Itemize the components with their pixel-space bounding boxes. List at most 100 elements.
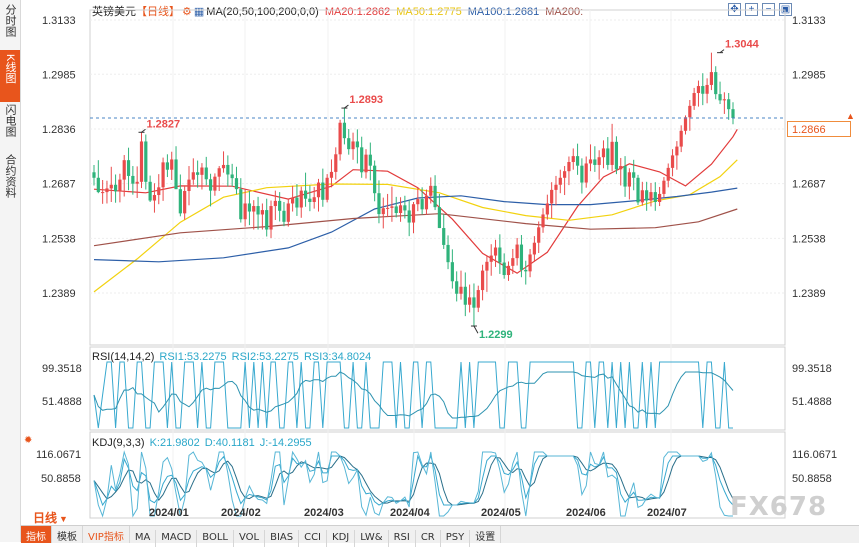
kdj-axis-right-mid: 50.8858 bbox=[792, 473, 832, 485]
candle-body bbox=[135, 181, 139, 184]
candle-body bbox=[541, 214, 545, 228]
candle-body bbox=[191, 172, 195, 180]
price-tick-left: 1.2538 bbox=[42, 233, 76, 245]
tab-kline[interactable]: K线图 bbox=[0, 50, 20, 102]
ma50-line bbox=[93, 159, 738, 293]
candle-body bbox=[234, 178, 239, 190]
date-tick: 2024/07 bbox=[647, 507, 687, 519]
candle-body bbox=[183, 190, 187, 214]
candle-body bbox=[675, 146, 679, 156]
candle-body bbox=[709, 72, 714, 85]
btn-cci[interactable]: CCI bbox=[299, 530, 328, 547]
candle-body bbox=[416, 199, 420, 205]
candle-body bbox=[433, 185, 437, 208]
btn-vip-indicators[interactable]: VIP指标 bbox=[83, 526, 130, 543]
candle-body bbox=[442, 228, 446, 245]
candle-body bbox=[632, 172, 636, 178]
tab-timeshare-label: 分时图 bbox=[4, 4, 16, 37]
candle-body bbox=[161, 162, 165, 188]
candle-body bbox=[196, 172, 200, 175]
candle-body bbox=[282, 210, 286, 222]
kdj-params: KDJ(9,3,3) bbox=[92, 437, 145, 449]
btn-settings[interactable]: 设置 bbox=[470, 526, 502, 543]
candle-body bbox=[316, 182, 321, 198]
btn-bias[interactable]: BIAS bbox=[265, 530, 300, 547]
candle-body bbox=[515, 244, 519, 259]
candle-body bbox=[252, 206, 256, 212]
date-tick: 2024/04 bbox=[390, 507, 431, 519]
candle-body bbox=[109, 184, 113, 189]
candle-body bbox=[597, 157, 601, 165]
candle-body bbox=[394, 206, 398, 214]
alert-icon[interactable]: ✹ bbox=[24, 435, 33, 446]
candle-body bbox=[493, 247, 498, 256]
btn-vol[interactable]: VOL bbox=[234, 530, 266, 547]
rsi-legend: RSI(14,14,2) RSI1:53.2275 RSI2:53.2275 RSI3… bbox=[92, 351, 371, 363]
candle-body bbox=[144, 141, 148, 182]
rsi1-value: RSI1:53.2275 bbox=[159, 351, 227, 363]
rsi-axis-right-top: 99.3518 bbox=[792, 363, 832, 375]
candle-body bbox=[260, 210, 264, 215]
extreme-leader bbox=[141, 128, 146, 133]
settings-icon[interactable]: ⚙ bbox=[182, 6, 192, 18]
candle-body bbox=[575, 156, 580, 166]
candle-body bbox=[601, 148, 606, 158]
period-badge: 【日线】 bbox=[136, 6, 180, 18]
candle-body bbox=[498, 247, 502, 263]
candle-body bbox=[666, 167, 670, 181]
price-tick-right: 1.2687 bbox=[792, 179, 826, 191]
candle-body bbox=[152, 195, 157, 201]
candle-body bbox=[385, 207, 390, 209]
btn-boll[interactable]: BOLL bbox=[197, 530, 234, 547]
btn-ma[interactable]: MA bbox=[130, 530, 157, 547]
kdj-legend: KDJ(9,3,3) K:21.9802 D:40.1181 J:-14.2955 bbox=[92, 437, 312, 449]
candle-body bbox=[550, 189, 554, 204]
tab-timeshare[interactable]: 分时图 bbox=[0, 2, 20, 48]
period-label[interactable]: 日线 ▼ bbox=[33, 509, 68, 526]
kdj-j-line bbox=[93, 450, 733, 518]
btn-lw[interactable]: LW& bbox=[355, 530, 389, 547]
candle-body bbox=[524, 269, 528, 272]
candle-body bbox=[299, 190, 303, 208]
candle-body bbox=[519, 244, 524, 270]
btn-template[interactable]: 模板 bbox=[52, 526, 83, 543]
candle-body bbox=[126, 160, 131, 176]
candle-body bbox=[511, 258, 515, 266]
candle-body bbox=[364, 154, 368, 173]
candle-body bbox=[96, 177, 100, 193]
ma-chart-icon[interactable]: ▦ bbox=[193, 6, 205, 18]
candle-body bbox=[407, 210, 411, 223]
candle-body bbox=[239, 189, 243, 220]
price-tick-right: 1.2985 bbox=[792, 69, 826, 81]
candle-body bbox=[187, 179, 191, 191]
btn-indicators[interactable]: 指标 bbox=[21, 526, 52, 543]
candle-body bbox=[325, 177, 329, 200]
kdj-k-value: K:21.9802 bbox=[149, 437, 200, 449]
btn-cr[interactable]: CR bbox=[416, 530, 441, 547]
scroll-up-icon[interactable]: ▲ bbox=[846, 111, 855, 121]
rsi-axis-left-mid: 51.4888 bbox=[42, 396, 82, 408]
tab-lightning[interactable]: 闪电图 bbox=[0, 102, 20, 148]
rsi2-value: RSI2:53.2275 bbox=[231, 351, 299, 363]
btn-rsi[interactable]: RSI bbox=[389, 530, 416, 547]
candle-body bbox=[455, 281, 459, 294]
tab-contract-info[interactable]: 合约资料 bbox=[0, 152, 20, 214]
price-tick-left: 1.2687 bbox=[42, 179, 76, 191]
candle-body bbox=[148, 181, 152, 201]
candle-body bbox=[351, 141, 355, 150]
candle-body bbox=[118, 179, 122, 192]
btn-macd[interactable]: MACD bbox=[156, 530, 198, 547]
candle-body bbox=[558, 177, 562, 185]
date-tick: 2024/02 bbox=[221, 507, 261, 519]
candle-body bbox=[645, 190, 649, 201]
candle-body bbox=[554, 184, 558, 190]
candle-body bbox=[463, 286, 467, 305]
price-tick-right: 1.2538 bbox=[792, 233, 826, 245]
candle-body bbox=[342, 122, 347, 139]
btn-kdj[interactable]: KDJ bbox=[327, 530, 356, 547]
btn-psy[interactable]: PSY bbox=[441, 530, 471, 547]
candle-body bbox=[165, 162, 169, 170]
candle-body bbox=[692, 93, 696, 106]
candle-body bbox=[291, 197, 295, 204]
